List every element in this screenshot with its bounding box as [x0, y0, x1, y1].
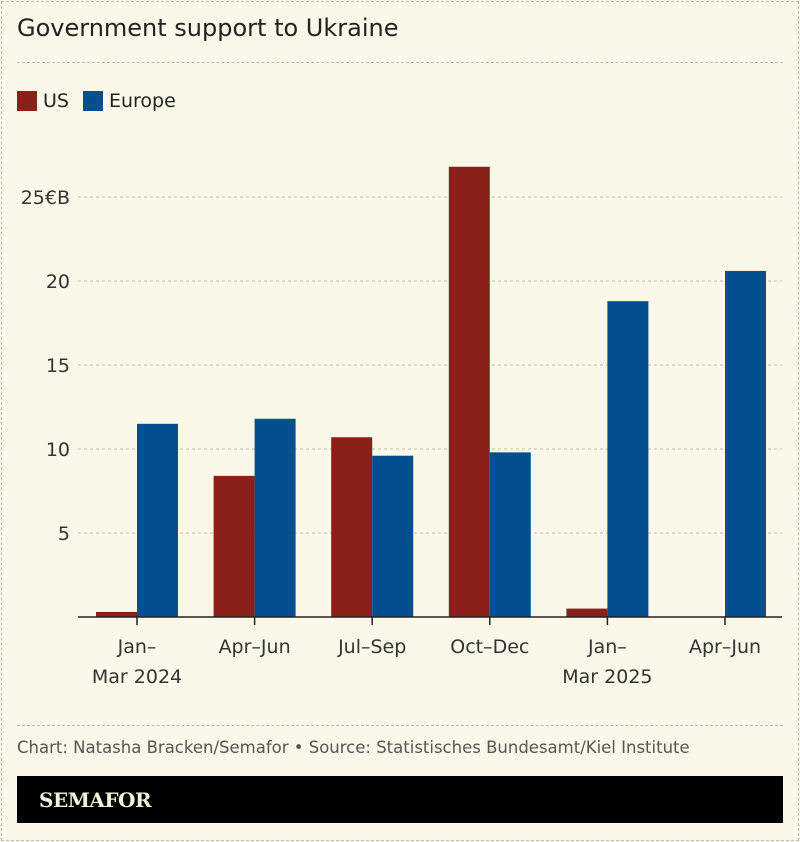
x-tick-label: Mar 2024	[92, 666, 182, 688]
y-tick-label: 20	[46, 271, 70, 293]
x-tick-label: Jan–	[117, 636, 157, 658]
legend-label-us: US	[43, 90, 69, 112]
bar-chart: 5 10 15 20 25€B Jan– Mar 2024 Apr–Jun Jul–Sep Oct…	[21, 166, 782, 688]
x-tick-label: Oct–Dec	[450, 636, 529, 658]
y-tick-label: 5	[58, 523, 70, 545]
legend-item-us: US	[17, 90, 69, 112]
divider	[17, 62, 783, 63]
bar-us	[448, 166, 490, 617]
bar-us	[331, 437, 373, 617]
chart-title: Government support to Ukraine	[17, 14, 399, 42]
legend-label-europe: Europe	[108, 90, 176, 112]
x-tick-label: Mar 2025	[562, 666, 652, 688]
y-tick-label: 25€B	[21, 187, 70, 209]
semafor-logo: SEMAFOR	[39, 788, 152, 812]
chart-credit: Chart: Natasha Bracken/Semafor • Source:…	[17, 738, 690, 757]
bar-europe	[137, 423, 178, 617]
legend-swatch-us	[17, 91, 37, 111]
legend-swatch-europe	[82, 91, 103, 111]
x-tick-label: Apr–Jun	[689, 636, 761, 658]
bar-europe	[607, 301, 649, 617]
y-tick-label: 15	[46, 355, 70, 377]
legend: US Europe	[17, 90, 176, 112]
bar-us	[96, 611, 137, 617]
divider	[17, 725, 783, 726]
x-tick-label: Jan–	[587, 636, 627, 658]
x-tick-label: Apr–Jun	[219, 636, 291, 658]
bar-europe	[372, 455, 414, 617]
bar-us	[213, 475, 255, 617]
brand-bar: SEMAFOR	[17, 776, 783, 823]
legend-item-europe: Europe	[82, 90, 176, 112]
bar-europe	[254, 418, 296, 617]
y-tick-label: 10	[46, 439, 70, 461]
x-tick-label: Jul–Sep	[337, 636, 406, 658]
bar-europe	[489, 452, 531, 617]
bar-europe	[725, 270, 766, 617]
bar-us	[566, 608, 608, 617]
